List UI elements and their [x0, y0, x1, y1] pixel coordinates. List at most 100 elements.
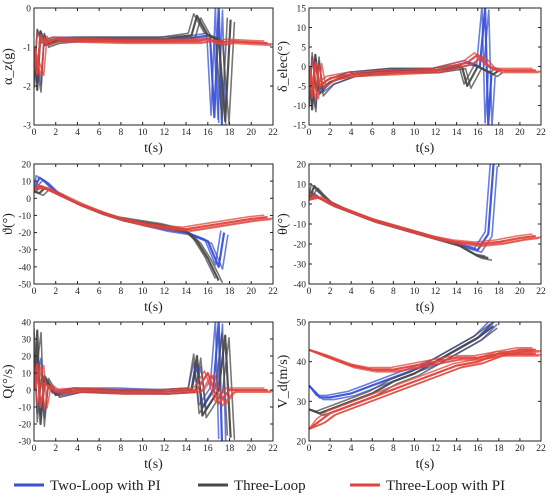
x-tick-label: 18 [494, 128, 504, 138]
y-tick-label: -2 [23, 83, 31, 93]
x-tick-label: 0 [32, 444, 37, 454]
x-tick-label: 12 [431, 128, 441, 138]
series-line-three-loop-run-3 [309, 51, 497, 109]
series-line-three-loop-with-pi-run-4 [309, 54, 541, 100]
y-tick-label: 40 [22, 319, 32, 329]
x-tick-label: 4 [75, 444, 80, 454]
series-line-three-loop-with-pi-run-1 [34, 363, 268, 409]
y-tick-label: 20 [297, 438, 307, 448]
y-tick-label: 30 [22, 336, 32, 346]
x-tick-label: 14 [452, 287, 462, 297]
series-line-three-loop-with-pi-run-4 [309, 349, 541, 430]
series-line-three-loop-with-pi-run-3 [309, 346, 533, 430]
x-tick-label: 0 [307, 444, 312, 454]
series-line-three-loop-run-2 [309, 187, 493, 261]
series-line-three-loop-with-pi-run-3 [34, 183, 265, 228]
x-tick-label: 8 [391, 444, 396, 454]
series-line-three-loop-run-1 [34, 14, 232, 123]
series-line-three-loop-run-3 [309, 183, 486, 257]
y-tick-label: -20 [18, 229, 31, 239]
y-axis-label: Q(°/s) [1, 364, 16, 399]
x-axis-label: t(s) [144, 300, 163, 315]
y-tick-label: -50 [18, 281, 31, 291]
x-tick-label: 14 [181, 287, 191, 297]
x-tick-label: 22 [268, 444, 278, 454]
x-tick-label: 10 [138, 128, 148, 138]
legend-item-three-loop: Three-Loop [198, 478, 306, 494]
series-group [34, 174, 273, 284]
plot-frame [308, 7, 542, 126]
x-tick-label: 2 [53, 287, 58, 297]
series-group [34, 322, 273, 441]
y-tick-label: -10 [293, 102, 306, 112]
y-tick-label: 0 [26, 195, 31, 205]
x-tick-label: 22 [268, 287, 278, 297]
series-group [309, 8, 541, 125]
y-axis-label: θ(°) [276, 213, 291, 235]
x-tick-label: 8 [119, 128, 124, 138]
chart-panel-theta2: 0 2 4 6 8 10 12 14 16 18 20 22 -40 -30 -20 -10 0 10 20 t(s)… [276, 161, 546, 316]
series-line-three-loop-with-pi-run-2 [34, 365, 272, 411]
plot-frame [33, 321, 274, 442]
y-tick-label: 0 [301, 63, 306, 73]
x-tick-label: 20 [515, 128, 525, 138]
x-tick-label: 18 [225, 287, 235, 297]
x-tick-label: 18 [494, 287, 504, 297]
plot-frame [33, 163, 274, 285]
x-axis-label: t(s) [144, 457, 163, 472]
y-tick-label: -40 [293, 281, 306, 291]
x-axis-label: t(s) [416, 300, 435, 315]
x-axis-label: t(s) [416, 457, 435, 472]
y-tick-label: -1 [23, 44, 31, 54]
y-tick-label: 10 [22, 178, 32, 188]
series-line-two-loop-with-pi-run-3 [34, 322, 220, 440]
x-tick-label: 4 [349, 128, 354, 138]
x-tick-label: 0 [307, 287, 312, 297]
x-tick-label: 22 [536, 287, 546, 297]
x-tick-label: 12 [160, 287, 170, 297]
y-tick-label: -30 [18, 246, 31, 256]
y-tick-label: 20 [297, 161, 307, 171]
chart-panel-az: 0 2 4 6 8 10 12 14 16 18 20 22 -3 -2 -1 0 t(s) α_z(g) [1, 5, 278, 157]
y-tick-label: 40 [297, 358, 307, 368]
x-tick-label: 6 [97, 287, 102, 297]
x-tick-label: 6 [370, 287, 375, 297]
series-line-three-loop-with-pi-run-3 [34, 32, 265, 74]
x-tick-label: 8 [391, 128, 396, 138]
y-axis-label: V_d(m/s) [276, 354, 291, 408]
x-tick-label: 8 [391, 287, 396, 297]
x-tick-label: 2 [53, 444, 58, 454]
legend-label: Three-Loop with PI [386, 478, 505, 494]
x-tick-label: 6 [370, 128, 375, 138]
y-tick-label: 10 [22, 370, 32, 380]
x-tick-label: 20 [247, 287, 257, 297]
y-tick-label: -10 [293, 221, 306, 231]
y-tick-label: -10 [18, 212, 31, 222]
chart-panel-delta: 0 2 4 6 8 10 12 14 16 18 20 22 -15 -10 -5 0 5 10 15 t(s) δ_e… [276, 5, 546, 157]
legend: Two-Loop with PI Three-Loop Three-Loop wit… [14, 478, 505, 494]
series-group [309, 322, 541, 430]
y-axis-label: α_z(g) [1, 48, 16, 85]
x-tick-label: 12 [160, 444, 170, 454]
series-line-two-loop-with-pi-run-2 [309, 166, 499, 253]
y-tick-label: -20 [293, 241, 306, 251]
series-line-three-loop-with-pi-run-1 [309, 348, 536, 430]
series-line-three-loop-with-pi-run-2 [309, 56, 540, 101]
plot-frame [33, 7, 274, 126]
series-line-three-loop-run-3 [34, 13, 229, 120]
x-tick-label: 2 [328, 444, 333, 454]
x-tick-label: 16 [203, 128, 213, 138]
x-tick-label: 10 [410, 128, 420, 138]
x-tick-label: 10 [138, 287, 148, 297]
series-line-three-loop-with-pi-run-4 [309, 196, 541, 246]
series-line-two-loop-with-pi-run-2 [34, 9, 227, 125]
x-tick-label: 12 [431, 444, 441, 454]
legend-item-two-loop-with-pi: Two-Loop with PI [14, 478, 161, 494]
x-tick-label: 22 [536, 128, 546, 138]
y-tick-label: 10 [297, 24, 307, 34]
y-axis-label: δ_elec(°) [276, 41, 291, 92]
x-tick-label: 16 [203, 287, 213, 297]
plot-frame [308, 163, 542, 285]
series-line-three-loop-with-pi-run-2 [34, 36, 272, 78]
